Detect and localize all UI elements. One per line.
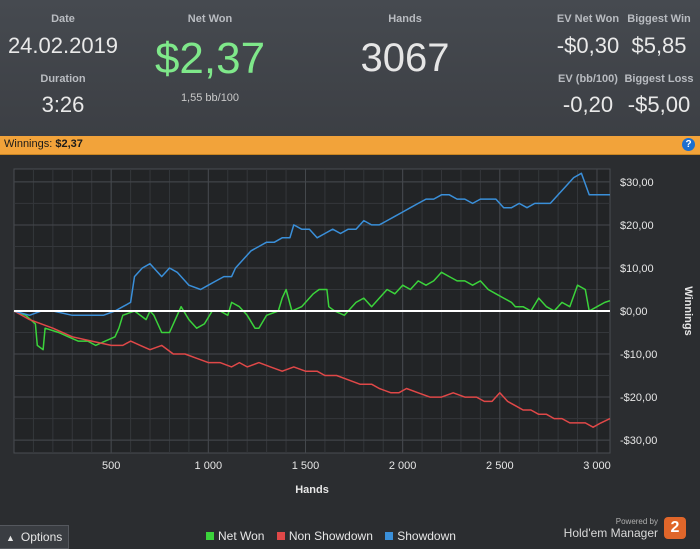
x-tick-label: 2 500	[486, 460, 514, 472]
legend-item-non-showdown[interactable]: Non Showdown	[276, 529, 373, 543]
net-won-value: $2,37	[154, 34, 266, 83]
legend-label: Showdown	[397, 529, 456, 543]
duration-value: 3:26	[41, 92, 85, 117]
hm2-logo-icon: 2	[664, 517, 686, 539]
ev-bb-label: EV (bb/100)	[558, 73, 618, 85]
legend-swatch	[206, 532, 214, 540]
x-axis-title: Hands	[295, 484, 329, 496]
legend-label: Net Won	[218, 529, 265, 543]
options-button[interactable]: ▲ Options	[0, 525, 69, 549]
x-tick-label: 1 500	[292, 460, 320, 472]
powered-by-text: Powered by	[615, 517, 658, 526]
y-tick-label: -$10,00	[620, 349, 657, 361]
net-won-bb: 1,55 bb/100	[180, 92, 240, 104]
winnings-chart: 500 1 000 1 500 2 000 2 500 3 000 $30,00 $20,00…	[0, 155, 700, 525]
winnings-panel-header: Winnings: $2,37 ?	[0, 136, 700, 155]
y-tick-label: $20,00	[620, 220, 654, 232]
duration-label: Duration	[40, 73, 86, 85]
biggest-win-value: $5,85	[631, 33, 687, 58]
x-tick-label: 3 000	[583, 460, 611, 472]
panel-title: Winnings: $2,37	[4, 138, 83, 150]
help-icon[interactable]: ?	[682, 138, 695, 151]
date-value: 24.02.2019	[7, 33, 119, 58]
series-line-non-showdown	[13, 310, 611, 428]
legend-item-showdown[interactable]: Showdown	[385, 529, 456, 543]
biggest-win-label: Biggest Win	[627, 13, 691, 25]
options-label: Options	[20, 530, 63, 544]
brand-name: Hold'em Manager	[563, 526, 658, 540]
winnings-chart-svg: 500 1 000 1 500 2 000 2 500 3 000 $30,00 $20,00…	[13, 168, 694, 496]
net-won-label: Net Won	[187, 13, 233, 25]
biggest-loss-value: -$5,00	[627, 92, 691, 117]
y-tick-label: $0,00	[620, 306, 648, 318]
ev-net-won-label: EV Net Won	[556, 13, 620, 25]
panel-title-prefix: Winnings:	[4, 138, 53, 150]
series-line-showdown	[13, 172, 610, 317]
x-tick-label: 1 000	[195, 460, 223, 472]
caret-up-icon: ▲	[6, 533, 15, 543]
biggest-loss-label: Biggest Loss	[624, 73, 694, 85]
legend-swatch	[276, 532, 285, 540]
series-line-net-won	[13, 271, 611, 351]
y-tick-label: $10,00	[620, 263, 654, 275]
y-tick-label: -$20,00	[620, 392, 657, 404]
footer: ▲ Options Net Won Non Showdown Showdown P…	[0, 517, 700, 549]
legend-label: Non Showdown	[288, 529, 373, 543]
hands-label: Hands	[388, 13, 422, 25]
y-axis-title: Winnings	[682, 286, 694, 335]
hands-value: 3067	[360, 36, 450, 80]
legend-swatch	[385, 532, 394, 540]
chart-legend: Net Won Non Showdown Showdown	[206, 529, 465, 543]
ev-bb-value: -0,20	[562, 92, 614, 117]
date-label: Date	[51, 13, 75, 25]
x-tick-label: 2 000	[389, 460, 417, 472]
stats-header: Date 24.02.2019 Duration 3:26 Net Won $2…	[0, 0, 700, 136]
legend-item-net-won[interactable]: Net Won	[206, 529, 264, 543]
y-tick-label: -$30,00	[620, 435, 657, 447]
panel-title-value: $2,37	[55, 138, 83, 150]
y-tick-label: $30,00	[620, 177, 654, 189]
ev-net-won-value: -$0,30	[556, 33, 620, 58]
x-tick-label: 500	[102, 460, 120, 472]
